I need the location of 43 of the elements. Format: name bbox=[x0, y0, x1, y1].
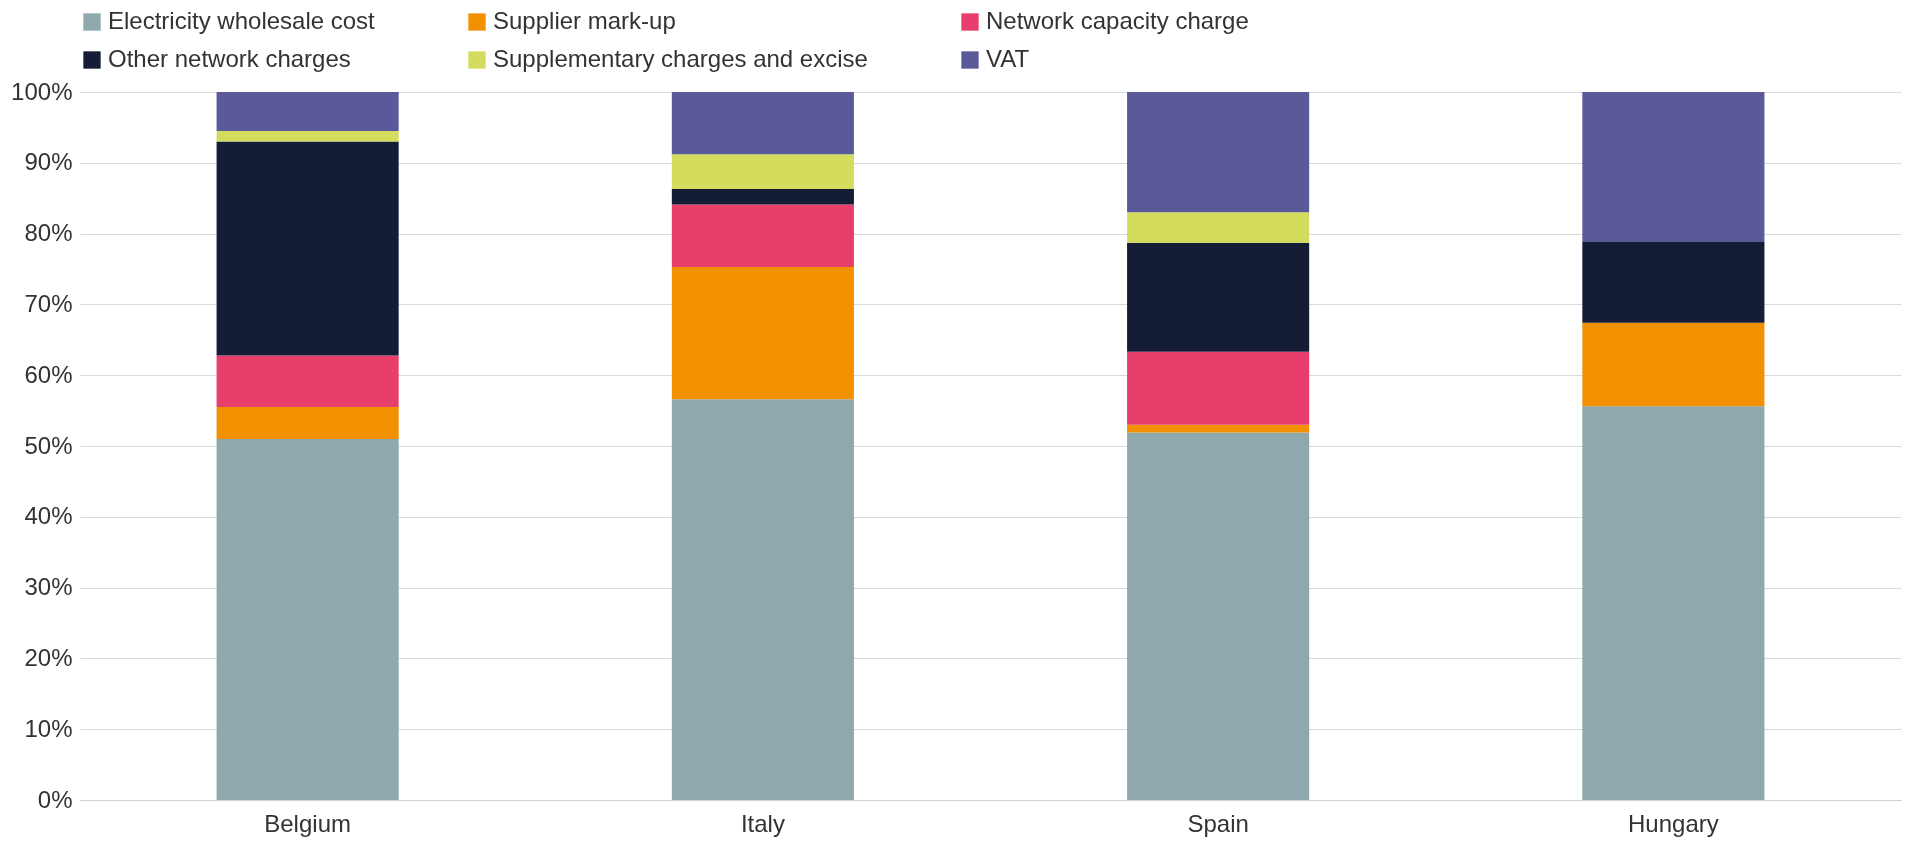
bar bbox=[671, 189, 854, 205]
bar bbox=[1582, 322, 1765, 407]
bar bbox=[1582, 406, 1765, 800]
y-tick-label: 80% bbox=[24, 219, 73, 247]
bar bbox=[216, 355, 399, 408]
y-tick-label: 100% bbox=[11, 77, 73, 105]
bar bbox=[1127, 212, 1310, 243]
bar bbox=[216, 407, 399, 439]
bar bbox=[216, 438, 399, 800]
y-tick-label: 60% bbox=[24, 360, 73, 388]
x-tick-label: Hungary bbox=[1628, 809, 1719, 837]
bar bbox=[216, 92, 399, 131]
bar bbox=[1127, 424, 1310, 433]
y-tick-label: 50% bbox=[24, 431, 73, 459]
y-tick-label: 90% bbox=[24, 148, 73, 176]
x-tick-label: Spain bbox=[1187, 809, 1249, 837]
y-tick-label: 0% bbox=[37, 785, 73, 813]
bar bbox=[671, 399, 854, 800]
y-tick-label: 30% bbox=[24, 573, 73, 601]
bar bbox=[671, 204, 854, 267]
bar bbox=[1582, 92, 1765, 243]
y-tick-label: 40% bbox=[24, 502, 73, 530]
x-tick-label: Belgium bbox=[264, 809, 351, 837]
bar bbox=[1127, 432, 1310, 800]
bar bbox=[1127, 242, 1310, 352]
y-tick-label: 70% bbox=[24, 289, 73, 317]
legend-label: Supplementary charges and excise bbox=[493, 45, 868, 72]
bar bbox=[671, 266, 854, 400]
y-tick-label: 20% bbox=[24, 643, 73, 671]
bar bbox=[216, 141, 399, 356]
legend-label: Network capacity charge bbox=[986, 7, 1249, 34]
bar bbox=[1582, 242, 1765, 323]
legend-label: VAT bbox=[986, 45, 1030, 72]
legend-label: Other network charges bbox=[108, 45, 351, 72]
bar bbox=[671, 154, 854, 189]
bar bbox=[216, 130, 399, 142]
legend-label: Electricity wholesale cost bbox=[108, 7, 376, 34]
y-tick-label: 10% bbox=[24, 714, 73, 742]
legend-label: Supplier mark-up bbox=[493, 7, 676, 34]
bar bbox=[1127, 351, 1310, 425]
bar bbox=[1127, 92, 1310, 213]
bar bbox=[671, 92, 854, 155]
x-tick-label: Italy bbox=[740, 809, 785, 837]
